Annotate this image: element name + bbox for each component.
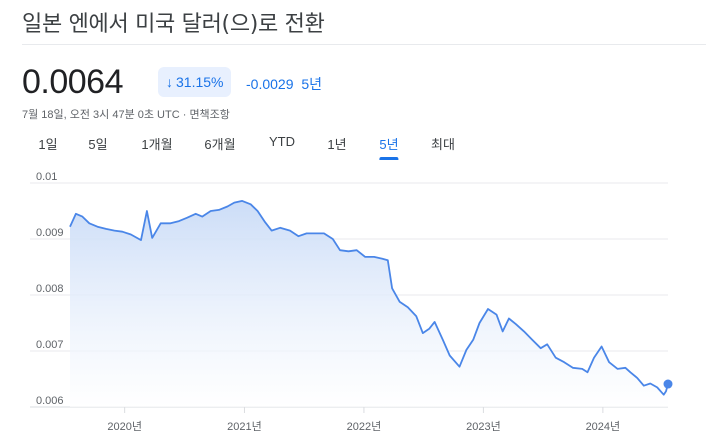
tab-5y[interactable]: 5년 <box>375 132 402 160</box>
y-axis-labels: 0.006 0.007 0.008 0.009 0.01 <box>36 171 64 407</box>
y-tick-label: 0.007 <box>36 339 64 351</box>
percent-change-badge: ↓ 31.15% <box>158 67 232 97</box>
tab-1d[interactable]: 1일 <box>38 137 58 152</box>
percent-change-value: 31.15% <box>176 74 224 90</box>
x-tick-label: 2024년 <box>586 420 621 433</box>
absolute-change: -0.0029 5년 <box>246 74 326 94</box>
tab-6m[interactable]: 6개월 <box>204 137 236 152</box>
x-tick-label: 2022년 <box>347 420 382 433</box>
series-area <box>70 200 668 407</box>
x-tick-label: 2020년 <box>107 420 142 433</box>
y-tick-label: 0.006 <box>36 395 64 407</box>
series-line <box>69 200 669 396</box>
y-tick-label: 0.008 <box>36 283 64 295</box>
tab-ytd[interactable]: YTD <box>269 134 295 149</box>
absolute-change-value: -0.0029 <box>246 76 294 92</box>
y-tick-label: 0.009 <box>36 227 64 239</box>
tab-max[interactable]: 최대 <box>431 137 455 152</box>
page-title: 일본 엔에서 미국 달러(으)로 전환 <box>22 12 325 37</box>
tab-5d[interactable]: 5일 <box>88 137 108 152</box>
x-tick-label: 2023년 <box>466 420 501 433</box>
arrow-down-icon: ↓ <box>166 74 173 90</box>
title-divider <box>22 44 706 45</box>
series-end-point <box>663 379 673 389</box>
current-price: 0.0064 <box>22 63 124 101</box>
timestamp-disclaimer[interactable]: 7월 18일, 오전 3시 47분 0초 UTC · 면책조항 <box>22 109 230 121</box>
tab-1m[interactable]: 1개월 <box>141 137 173 152</box>
change-period: 5년 <box>301 76 323 92</box>
tab-1y[interactable]: 1년 <box>327 137 347 152</box>
x-tick-label: 2021년 <box>227 420 262 433</box>
y-tick-label: 0.01 <box>36 171 57 183</box>
x-axis-labels: 2020년 2021년 2022년 2023년 2024년 <box>107 407 620 433</box>
